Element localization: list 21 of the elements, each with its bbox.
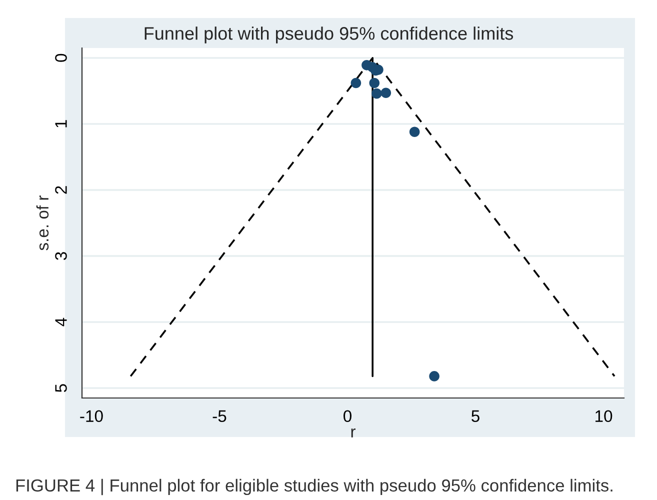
- point: [369, 78, 380, 88]
- y-tick-label: 3: [55, 252, 67, 260]
- y-tick-label: 4: [55, 318, 67, 326]
- x-tick-label: 5: [472, 410, 480, 422]
- y-axis-title: s.e. of r: [36, 195, 49, 250]
- point: [350, 78, 362, 88]
- y-tick-label: 1: [55, 120, 67, 128]
- y-tick-label: 0: [55, 54, 67, 62]
- y-tick-label: 2: [55, 186, 67, 194]
- point: [409, 126, 420, 138]
- caption: FIGURE 4 | Funnel plot for eligible studies with pseudo 95% confidence limits.: [16, 478, 612, 496]
- point: [429, 371, 440, 382]
- point: [372, 88, 382, 99]
- y-tick-label: 5: [55, 384, 67, 392]
- x-tick-label: -10: [80, 410, 103, 422]
- x-tick-label: 0: [344, 410, 352, 422]
- chart-title: Funnel plot with pseudo 95% confidence limits: [144, 26, 514, 44]
- x-tick-label: -5: [212, 410, 226, 422]
- x-tick-label: 10: [596, 410, 612, 422]
- x-axis-title: r: [351, 428, 356, 438]
- point: [380, 88, 392, 98]
